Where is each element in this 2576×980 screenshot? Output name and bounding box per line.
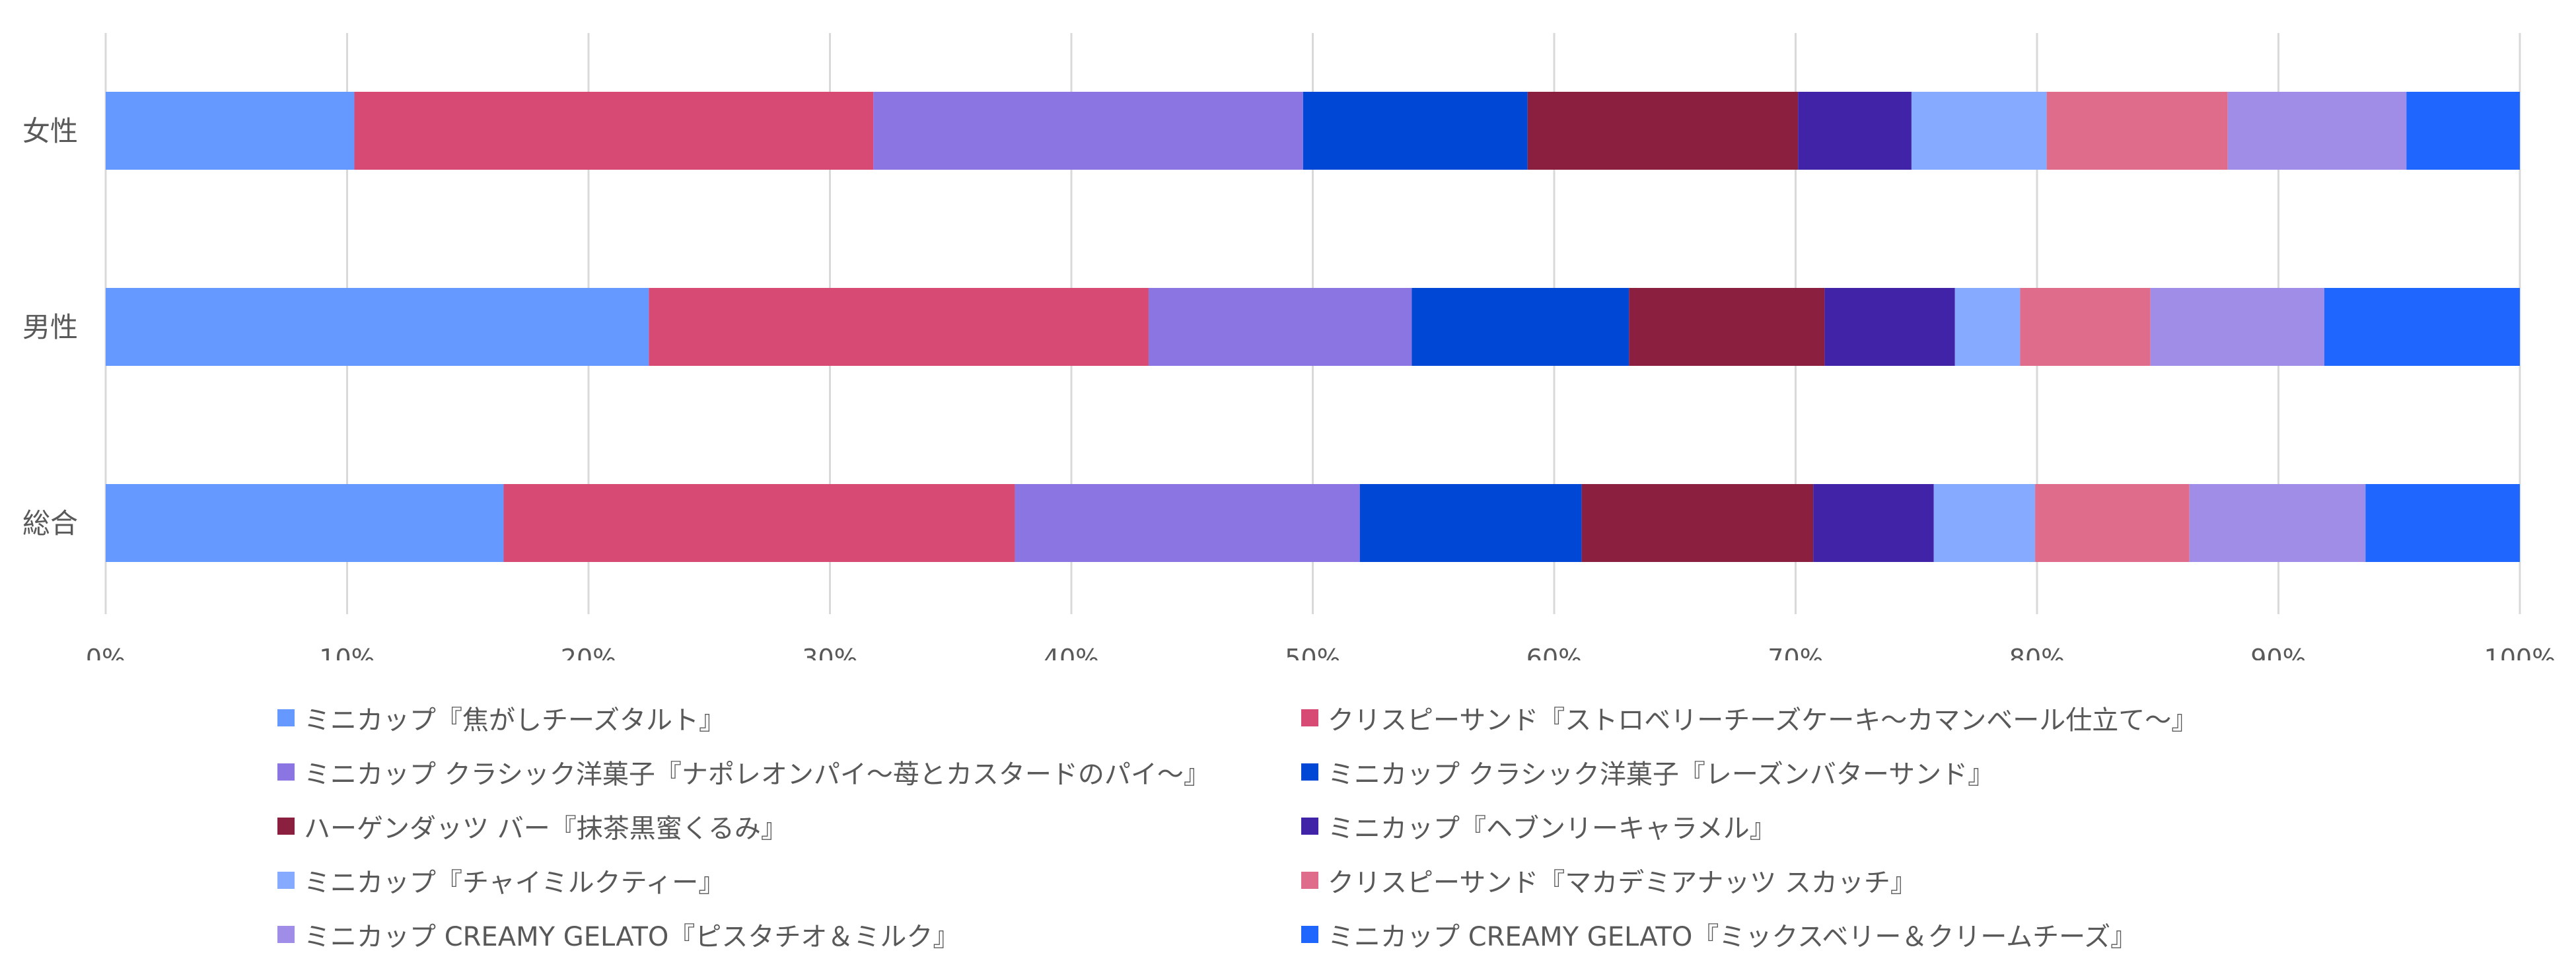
x-tick-label: 60% xyxy=(1526,644,1582,660)
bar-segment xyxy=(873,92,1303,170)
legend-label: ミニカップ『ヘブンリーキャラメル』 xyxy=(1328,814,1776,844)
bars xyxy=(106,92,2520,562)
bar-segment xyxy=(2406,92,2520,170)
bar-segment xyxy=(2324,288,2520,366)
y-category-label: 男性 xyxy=(22,311,78,343)
legend-item: ミニカップ『焦がしチーズタルト』 xyxy=(277,699,725,737)
x-tick-label: 40% xyxy=(1044,644,1099,660)
x-tick-label: 70% xyxy=(1768,644,1823,660)
bar-segment xyxy=(1359,484,1582,562)
x-axis-ticks: 0% 10% 20% 30% 40% 50% 60% 70% 80% 90% 100% xyxy=(86,644,2556,660)
legend-label: ミニカップ『チャイミルクティー』 xyxy=(304,868,725,898)
legend-swatch xyxy=(1301,872,1318,889)
bar-segment xyxy=(1824,288,1955,366)
legend-swatch xyxy=(1301,709,1318,726)
legend-item: ミニカップ『チャイミルクティー』 xyxy=(277,861,725,899)
legend-label: ハーゲンダッツ バー『抹茶黒蜜くるみ』 xyxy=(304,814,787,844)
legend-item: ミニカップ『ヘブンリーキャラメル』 xyxy=(1301,807,1776,845)
bar-segment xyxy=(1798,92,1912,170)
legend-swatch xyxy=(277,818,295,835)
legend-label: ミニカップ クラシック洋菓子『ナポレオンパイ〜苺とカスタードのパイ〜』 xyxy=(304,759,1210,790)
bar-segment xyxy=(1911,92,2047,170)
y-category-label: 女性 xyxy=(22,115,78,147)
bar-segment xyxy=(2189,484,2366,562)
legend-item: クリスピーサンド『マカデミアナッツ スカッチ』 xyxy=(1301,861,1917,899)
legend-swatch xyxy=(277,763,295,781)
bar-segment xyxy=(106,288,649,366)
y-category-label: 総合 xyxy=(22,507,78,540)
x-tick-label: 80% xyxy=(2009,644,2065,660)
legend-item: ハーゲンダッツ バー『抹茶黒蜜くるみ』 xyxy=(277,807,787,845)
legend-swatch xyxy=(1301,926,1318,943)
bar-segment xyxy=(503,484,1015,562)
bar-segment xyxy=(2365,484,2520,562)
legend-swatch xyxy=(1301,763,1318,781)
x-tick-label: 90% xyxy=(2250,644,2306,660)
x-tick-label: 100% xyxy=(2484,644,2556,660)
legend-swatch xyxy=(277,872,295,889)
legend-swatch xyxy=(1301,818,1318,835)
legend-item: ミニカップ CREAMY GELATO『ミックスベリー＆クリームチーズ』 xyxy=(1301,915,2137,954)
bar-segment xyxy=(106,92,355,170)
legend-label: ミニカップ『焦がしチーズタルト』 xyxy=(304,705,725,736)
bar-segment xyxy=(2046,92,2228,170)
bar-segment xyxy=(649,288,1149,366)
bar-segment xyxy=(2020,288,2151,366)
bar-segment xyxy=(354,92,874,170)
bar-segment xyxy=(1813,484,1934,562)
bar-segment xyxy=(1581,484,1814,562)
legend-item: ミニカップ クラシック洋菓子『ナポレオンパイ〜苺とカスタードのパイ〜』 xyxy=(277,753,1210,791)
bar-segment xyxy=(2035,484,2190,562)
x-tick-label: 20% xyxy=(561,644,616,660)
x-tick-label: 30% xyxy=(802,644,857,660)
bar-segment xyxy=(1303,92,1528,170)
x-tick-label: 0% xyxy=(86,644,125,660)
x-tick-label: 10% xyxy=(319,644,375,660)
legend-label: ミニカップ クラシック洋菓子『レーズンバターサンド』 xyxy=(1328,759,1995,790)
legend-item: ミニカップ CREAMY GELATO『ピスタチオ＆ミルク』 xyxy=(277,915,959,954)
bar-segment xyxy=(106,484,504,562)
bar-segment xyxy=(2150,288,2324,366)
legend-swatch xyxy=(277,709,295,726)
bar-segment xyxy=(1148,288,1412,366)
bar-segment xyxy=(2227,92,2407,170)
legend-label: クリスピーサンド『ストロベリーチーズケーキ〜カマンベール仕立て〜』 xyxy=(1328,705,2198,736)
bar-segment xyxy=(1527,92,1799,170)
bar-segment xyxy=(1629,288,1825,366)
legend-item: ミニカップ クラシック洋菓子『レーズンバターサンド』 xyxy=(1301,753,1994,791)
bar-segment xyxy=(1954,288,2021,366)
legend-label: ミニカップ CREAMY GELATO『ピスタチオ＆ミルク』 xyxy=(304,922,960,952)
bar-segment xyxy=(1412,288,1629,366)
legend-swatch xyxy=(277,926,295,943)
bar-segment xyxy=(1015,484,1360,562)
legend-item: クリスピーサンド『ストロベリーチーズケーキ〜カマンベール仕立て〜』 xyxy=(1301,699,2198,737)
legend-label: ミニカップ CREAMY GELATO『ミックスベリー＆クリームチーズ』 xyxy=(1328,922,2137,952)
x-tick-label: 50% xyxy=(1285,644,1340,660)
legend-label: クリスピーサンド『マカデミアナッツ スカッチ』 xyxy=(1328,868,1917,898)
bar-segment xyxy=(1933,484,2036,562)
